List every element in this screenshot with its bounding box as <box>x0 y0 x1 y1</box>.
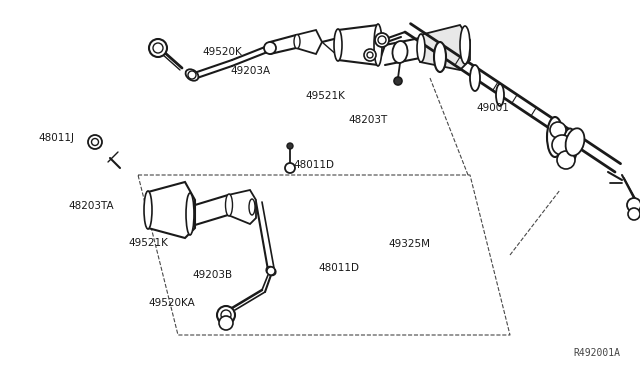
Text: 48203TA: 48203TA <box>68 201 114 211</box>
Text: 49001: 49001 <box>476 103 509 113</box>
Ellipse shape <box>566 128 584 156</box>
Ellipse shape <box>417 34 425 62</box>
Ellipse shape <box>563 128 577 164</box>
Circle shape <box>219 316 233 330</box>
Circle shape <box>92 138 99 145</box>
Ellipse shape <box>392 41 408 63</box>
Ellipse shape <box>496 84 504 106</box>
Text: 49203A: 49203A <box>230 66 270 76</box>
Text: 49521K: 49521K <box>128 238 168 248</box>
Circle shape <box>550 122 566 138</box>
Circle shape <box>375 33 389 47</box>
Polygon shape <box>296 30 322 54</box>
Polygon shape <box>228 190 256 224</box>
Text: 48011J: 48011J <box>38 133 74 143</box>
Ellipse shape <box>144 191 152 229</box>
Circle shape <box>552 135 572 155</box>
Text: 48011D: 48011D <box>318 263 359 273</box>
Text: R492001A: R492001A <box>573 348 620 358</box>
Circle shape <box>364 49 376 61</box>
Circle shape <box>628 208 640 220</box>
Ellipse shape <box>470 65 480 91</box>
Ellipse shape <box>266 267 276 275</box>
Circle shape <box>627 198 640 212</box>
Circle shape <box>287 143 293 149</box>
Circle shape <box>394 77 402 85</box>
Text: 49203B: 49203B <box>192 270 232 280</box>
Circle shape <box>378 36 386 44</box>
Circle shape <box>367 52 373 58</box>
Polygon shape <box>338 25 385 65</box>
Ellipse shape <box>334 29 342 61</box>
Text: 48011D: 48011D <box>293 160 334 170</box>
Circle shape <box>221 310 231 320</box>
Text: 49520K: 49520K <box>202 47 242 57</box>
Circle shape <box>188 71 196 79</box>
Ellipse shape <box>186 69 198 81</box>
Text: 49520KA: 49520KA <box>148 298 195 308</box>
Circle shape <box>149 39 167 57</box>
Circle shape <box>267 267 275 275</box>
Ellipse shape <box>249 199 255 215</box>
Text: 49325M: 49325M <box>388 239 430 249</box>
Ellipse shape <box>434 42 446 72</box>
Circle shape <box>153 43 163 53</box>
Polygon shape <box>148 182 195 238</box>
Text: 49521K: 49521K <box>305 91 345 101</box>
Ellipse shape <box>460 26 470 64</box>
Ellipse shape <box>294 35 300 48</box>
Ellipse shape <box>225 194 232 216</box>
Circle shape <box>217 306 235 324</box>
Circle shape <box>285 163 295 173</box>
Ellipse shape <box>186 193 194 235</box>
Text: 48203T: 48203T <box>348 115 387 125</box>
Circle shape <box>557 151 575 169</box>
Circle shape <box>88 135 102 149</box>
Polygon shape <box>420 25 470 70</box>
Ellipse shape <box>374 24 382 66</box>
Circle shape <box>264 42 276 54</box>
Ellipse shape <box>547 117 563 157</box>
